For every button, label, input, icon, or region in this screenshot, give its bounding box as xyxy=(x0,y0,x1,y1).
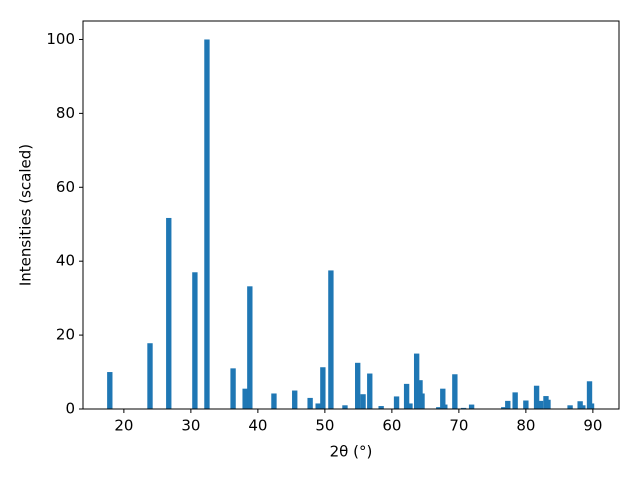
bar xyxy=(271,393,277,409)
bar xyxy=(419,393,425,409)
x-tick-label: 90 xyxy=(583,417,602,435)
bar xyxy=(315,403,321,409)
bar xyxy=(192,272,198,409)
y-tick-label: 40 xyxy=(56,252,75,270)
bar xyxy=(440,388,446,409)
bar xyxy=(242,388,248,409)
bar xyxy=(537,400,544,409)
y-tick-label: 20 xyxy=(56,326,75,344)
x-tick-label: 70 xyxy=(449,417,468,435)
bar xyxy=(586,381,593,409)
bar xyxy=(545,399,551,409)
bar xyxy=(577,401,583,409)
x-tick-label: 20 xyxy=(114,417,133,435)
x-tick-label: 50 xyxy=(315,417,334,435)
bar xyxy=(393,396,400,409)
bar xyxy=(367,373,373,409)
x-tick-label: 80 xyxy=(516,417,535,435)
bar xyxy=(166,217,172,409)
bar xyxy=(247,286,253,409)
bar xyxy=(147,343,153,409)
plot-frame xyxy=(82,20,620,410)
bar xyxy=(107,372,113,409)
x-tick-label: 40 xyxy=(248,417,267,435)
bar xyxy=(204,39,210,409)
bar xyxy=(403,383,410,409)
bar xyxy=(452,374,458,409)
bar xyxy=(442,404,448,409)
bar xyxy=(588,403,595,409)
bar xyxy=(436,407,442,409)
bar xyxy=(523,400,529,409)
bar xyxy=(407,403,413,409)
bar xyxy=(460,407,467,409)
bar xyxy=(567,405,573,409)
bar xyxy=(501,407,507,409)
bar xyxy=(580,405,586,409)
x-tick-label: 60 xyxy=(382,417,401,435)
bar xyxy=(292,390,298,409)
bar xyxy=(342,405,348,409)
bar xyxy=(360,394,366,409)
bar xyxy=(378,406,384,409)
bar xyxy=(355,362,361,409)
bar xyxy=(230,368,236,409)
bar xyxy=(413,353,420,409)
bar xyxy=(505,400,511,409)
bar xyxy=(468,404,475,409)
bar xyxy=(320,367,326,409)
y-tick-label: 0 xyxy=(65,400,75,418)
y-tick-label: 80 xyxy=(56,104,75,122)
x-tick-label: 30 xyxy=(181,417,200,435)
y-axis-label: Intensities (scaled) xyxy=(17,144,35,286)
bar xyxy=(533,385,540,409)
y-tick-label: 60 xyxy=(56,178,75,196)
y-tick-label: 100 xyxy=(46,30,75,48)
x-axis-label: 2θ (°) xyxy=(330,443,373,461)
bar xyxy=(512,392,518,409)
bar xyxy=(307,397,313,409)
bar xyxy=(328,270,334,409)
